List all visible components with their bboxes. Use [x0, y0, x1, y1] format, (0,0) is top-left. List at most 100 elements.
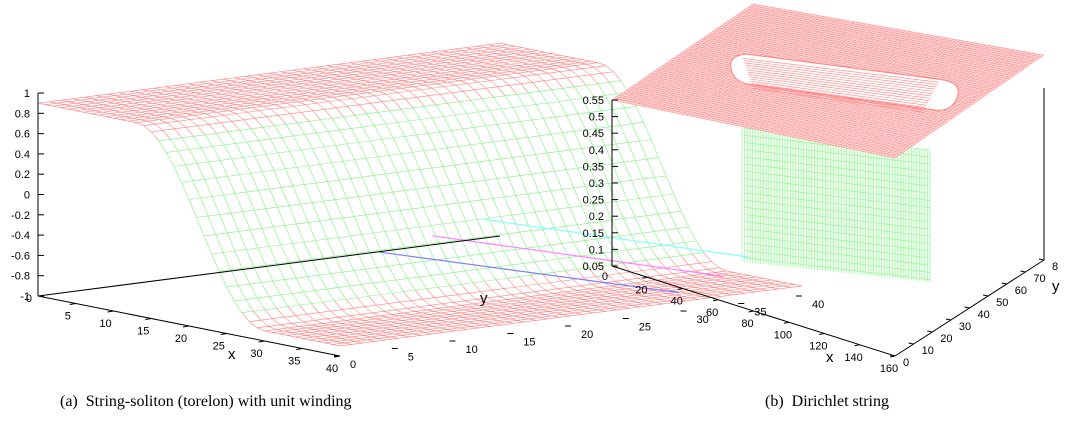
panel-a-mesh-line [438, 53, 446, 56]
panel-a-y-tick-label: 25 [639, 322, 651, 334]
panel-a-mesh-line [627, 199, 636, 218]
panel-a-mesh-line [349, 315, 358, 320]
panel-a-mesh-line [327, 181, 336, 200]
panel-a-mesh-line [257, 74, 266, 77]
panel-a-mesh-line [403, 312, 411, 315]
panel-b-x-tick-label: 140 [844, 352, 862, 364]
panel-a-mesh-line [235, 113, 244, 121]
panel-a-mesh-line [575, 305, 584, 308]
panel-a-mesh-line [560, 302, 568, 305]
panel-a-mesh-line [481, 143, 490, 161]
panel-a-mesh-line [197, 125, 206, 135]
panel-a-mesh-line [575, 297, 584, 300]
panel-a-mesh-line [657, 214, 666, 231]
panel-a-mesh-line [579, 294, 588, 297]
panel-a-mesh-line [367, 339, 375, 342]
panel-a-mesh-line [491, 56, 500, 59]
panel-b-well-rim-line [753, 87, 924, 113]
panel-a-mesh-line [280, 71, 289, 74]
panel-a-mesh-line [292, 185, 301, 205]
panel-a-z-tick-label: -1 [20, 291, 30, 303]
panel-a-mesh-line [302, 321, 311, 326]
panel-a-mesh-line [220, 108, 229, 111]
panel-a-mesh-line [713, 287, 722, 290]
panel-a-mesh-line [260, 78, 269, 81]
panel-a-mesh-line [360, 83, 368, 86]
panel-a-mesh-line [318, 78, 326, 81]
panel-a-mesh-line [559, 309, 568, 312]
panel-a-mesh-line [622, 263, 631, 273]
panel-a-mesh-line [411, 208, 420, 228]
panel-a-mesh-line [118, 92, 127, 95]
panel-b-x-tick [783, 321, 789, 324]
panel-a-mesh-line [621, 306, 629, 309]
panel-a-mesh-line [729, 275, 738, 278]
panel-a-mesh-line [533, 308, 541, 311]
panel-a-mesh-line [79, 107, 88, 110]
panel-a-mesh-line [185, 127, 194, 137]
panel-a-mesh-line [415, 188, 424, 208]
panel-a-mesh-line [368, 296, 377, 306]
panel-a-mesh-line [575, 57, 584, 60]
panel-a-mesh-line [729, 282, 738, 285]
panel-a-mesh-line [483, 54, 492, 57]
panel-a-mesh-line [453, 56, 461, 59]
panel-a-mesh-line [181, 182, 190, 200]
panel-a-mesh-line [145, 101, 153, 104]
panel-a-mesh-line [740, 288, 749, 291]
panel-a-mesh-line [471, 71, 480, 74]
panel-a-mesh-line [254, 118, 264, 128]
panel-a-mesh-line [237, 89, 246, 92]
panel-a-mesh-line [476, 45, 485, 48]
panel-a-mesh-line [569, 207, 578, 225]
panel-a-mesh-line [352, 89, 360, 92]
panel-a-mesh-line [555, 79, 564, 89]
panel-a-mesh-line [304, 184, 313, 203]
panel-a-mesh-line [256, 267, 720, 329]
panel-a-mesh-line [264, 83, 273, 86]
panel-a-mesh-line [614, 281, 623, 285]
panel-a-mesh-line [521, 317, 529, 320]
panel-a-mesh-line [497, 124, 506, 141]
panel-a-mesh-line [483, 69, 491, 72]
panel-a-mesh-line [235, 143, 244, 158]
panel-a-mesh-line [293, 105, 302, 113]
panel-a-mesh-line [201, 108, 210, 111]
panel-a-mesh-line [688, 226, 697, 242]
panel-a-mesh-line [533, 53, 542, 56]
panel-a-x-tick-label: 5 [65, 311, 71, 323]
panel-a-mesh-line [151, 131, 160, 141]
panel-a-mesh-line [240, 101, 249, 104]
panel-a-mesh-line [714, 272, 723, 275]
panel-a-mesh-line [410, 300, 419, 308]
panel-a-mesh-line [576, 290, 584, 293]
panel-a-mesh-line [752, 287, 760, 290]
panel-a-mesh-line [661, 195, 670, 213]
panel-a-mesh-line [401, 87, 410, 92]
panel-a-mesh-line [282, 98, 291, 101]
panel-a-mesh-line [421, 72, 430, 75]
panel-a-mesh-line [619, 235, 628, 251]
panel-a-mesh-line [274, 125, 283, 138]
panel-b-well-rim-line [746, 69, 933, 95]
panel-b-y-tick-label: 50 [996, 297, 1008, 309]
panel-a-mesh-line [129, 105, 138, 108]
panel-a-mesh-line [479, 65, 488, 68]
panel-b-plateau-mesh-line [616, 96, 901, 155]
panel-a-mesh-line [702, 288, 711, 291]
panel-a-mesh-line [544, 306, 553, 309]
panel-a-mesh-line [514, 53, 523, 56]
panel-a-mesh-line [229, 95, 238, 98]
panel-a-mesh-line [549, 296, 557, 299]
panel-a-mesh-line [592, 254, 601, 267]
panel-a-mesh-line [440, 72, 449, 75]
panel-a-mesh-line [358, 142, 367, 159]
panel-b-plateau-mesh-line [649, 74, 935, 131]
panel-a-mesh-line [314, 290, 323, 303]
panel-a-mesh-line [102, 111, 111, 114]
panel-a-mesh-line [416, 134, 425, 151]
panel-b-x-tick-label: 0 [602, 271, 608, 283]
panel-a-mesh-line [204, 134, 213, 147]
panel-b-plateau-mesh-line [658, 67, 945, 124]
